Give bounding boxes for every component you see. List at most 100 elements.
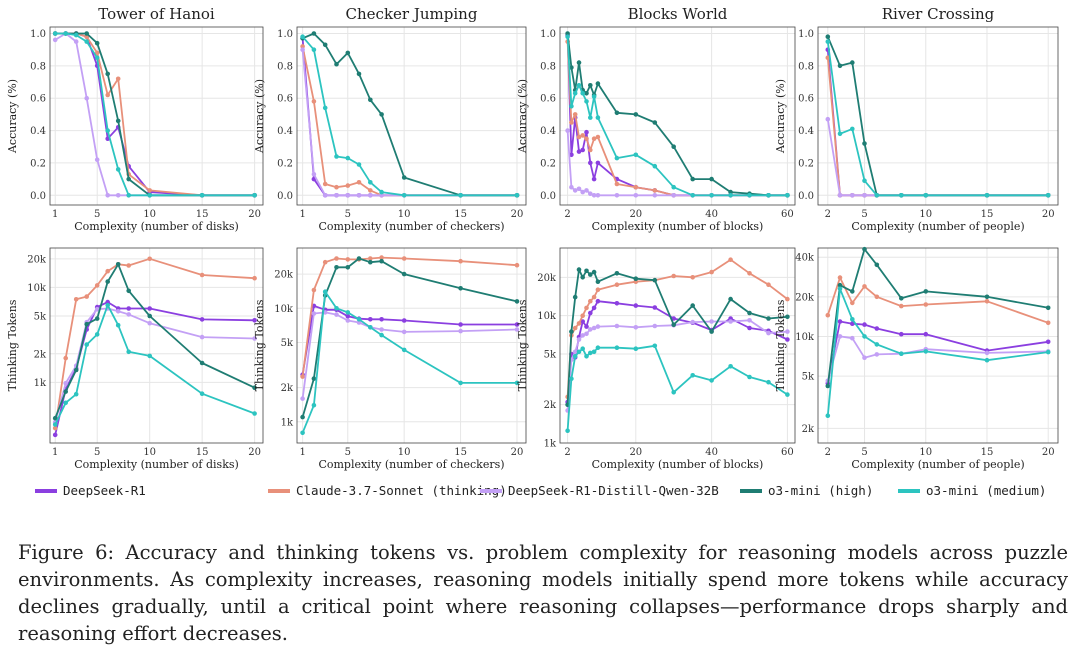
data-point xyxy=(569,120,574,125)
x-tick-label: 15 xyxy=(981,209,994,220)
data-point xyxy=(923,193,929,198)
data-point xyxy=(401,271,407,277)
data-point xyxy=(126,312,131,317)
data-point xyxy=(766,316,771,321)
plot-frame xyxy=(49,247,264,444)
data-point xyxy=(514,262,520,268)
series-line xyxy=(302,32,517,197)
x-tick-label: 40 xyxy=(705,209,718,220)
data-point xyxy=(126,176,131,182)
data-point xyxy=(147,306,152,311)
x-tick-label: 15 xyxy=(454,209,467,220)
data-point xyxy=(105,71,110,77)
y-tick-label: 1.0 xyxy=(540,29,556,40)
y-tick-label: 0.4 xyxy=(798,126,814,137)
data-point xyxy=(785,337,790,342)
data-point xyxy=(368,259,373,265)
x-tick-label: 10 xyxy=(143,447,156,458)
data-point xyxy=(595,134,601,140)
data-point xyxy=(576,321,582,326)
data-point xyxy=(576,134,582,140)
data-point xyxy=(401,193,407,198)
y-tick-label: 0.6 xyxy=(30,94,46,105)
x-tick-label: 5 xyxy=(345,209,351,220)
data-point xyxy=(569,65,574,70)
data-point xyxy=(322,105,328,111)
data-point xyxy=(252,385,257,391)
data-point xyxy=(311,402,317,408)
data-point xyxy=(671,316,676,321)
series-line xyxy=(826,57,1049,197)
data-point xyxy=(322,181,328,187)
data-point xyxy=(580,333,585,338)
data-point xyxy=(105,279,110,284)
panel-title: Blocks World xyxy=(628,5,728,23)
y-axis-label: Thinking Tokens xyxy=(516,299,529,391)
y-tick-label: 0.4 xyxy=(540,126,556,137)
data-point xyxy=(334,256,339,261)
data-point xyxy=(766,193,771,198)
data-point xyxy=(514,322,520,327)
data-point xyxy=(591,269,597,275)
data-point xyxy=(356,320,362,325)
x-axis-label: Complexity (number of disks) xyxy=(74,220,239,233)
data-point xyxy=(588,327,593,332)
data-point xyxy=(401,256,407,261)
data-point xyxy=(595,279,601,285)
data-point xyxy=(199,391,205,397)
data-point xyxy=(94,55,100,60)
y-tick-label: 0.4 xyxy=(30,126,46,137)
data-point xyxy=(837,131,843,137)
data-point xyxy=(874,294,880,300)
x-tick-label: 5 xyxy=(345,447,351,458)
data-point xyxy=(595,324,601,329)
data-point xyxy=(747,193,752,198)
series-line xyxy=(566,35,788,197)
data-point xyxy=(379,255,384,260)
data-point xyxy=(785,314,790,320)
data-point xyxy=(63,355,68,361)
data-point xyxy=(588,147,593,153)
data-point xyxy=(874,262,880,268)
data-point xyxy=(614,301,620,306)
data-point xyxy=(580,313,585,319)
series-line xyxy=(826,248,1049,387)
data-point xyxy=(785,392,790,397)
data-point xyxy=(94,40,100,46)
data-point xyxy=(126,288,131,294)
data-point xyxy=(591,94,597,99)
data-point xyxy=(368,193,373,198)
plot-frame xyxy=(296,26,527,206)
data-point xyxy=(379,317,384,322)
series-line xyxy=(301,49,517,197)
panel-title: Tower of Hanoi xyxy=(98,5,215,23)
data-point xyxy=(633,184,639,190)
data-point xyxy=(401,347,407,353)
y-tick-label: 0.0 xyxy=(798,191,814,202)
x-tick-label: 15 xyxy=(981,447,994,458)
data-point xyxy=(115,76,121,82)
data-point xyxy=(690,303,695,308)
data-point xyxy=(825,116,831,122)
data-point xyxy=(614,323,620,329)
x-tick-label: 5 xyxy=(94,209,100,220)
x-tick-label: 2 xyxy=(825,447,831,458)
data-point xyxy=(300,47,305,52)
data-point xyxy=(94,332,100,337)
data-point xyxy=(595,160,601,166)
data-point xyxy=(709,269,714,275)
data-point xyxy=(584,99,589,104)
y-axis-label: Accuracy (%) xyxy=(774,79,787,154)
data-point xyxy=(311,376,317,381)
data-point xyxy=(356,180,362,185)
data-point xyxy=(356,71,362,77)
y-tick-label: 0.6 xyxy=(540,94,556,105)
data-point xyxy=(147,193,152,198)
data-point xyxy=(588,272,593,277)
series-line xyxy=(566,36,788,197)
data-point xyxy=(52,415,58,421)
y-tick-label: 1.0 xyxy=(277,29,293,40)
data-point xyxy=(766,282,771,288)
data-point xyxy=(984,193,990,198)
